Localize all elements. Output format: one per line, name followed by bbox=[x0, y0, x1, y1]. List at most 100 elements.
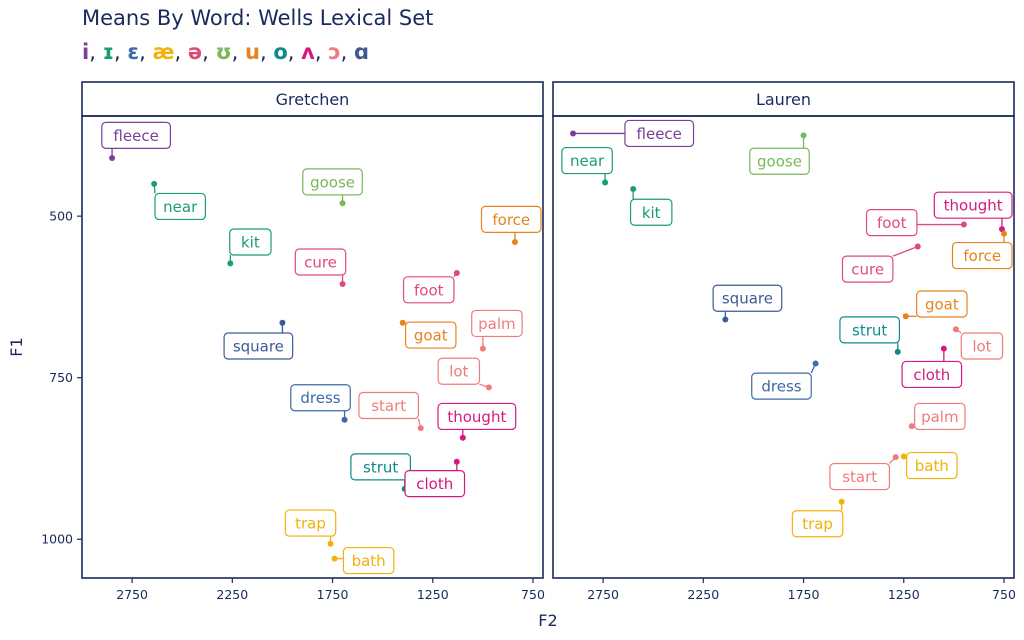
data-point bbox=[800, 132, 807, 139]
vowel-legend-separator: , bbox=[114, 40, 128, 64]
data-label: fleece bbox=[637, 125, 682, 143]
data-label: thought bbox=[447, 408, 506, 426]
data-point bbox=[1000, 230, 1007, 237]
chart-title: Means By Word: Wells Lexical Set bbox=[82, 6, 434, 30]
data-label-box bbox=[402, 276, 455, 304]
data-point bbox=[417, 425, 424, 432]
data-point bbox=[960, 221, 967, 228]
data-label-box bbox=[223, 332, 294, 360]
vowel-legend-separator: , bbox=[314, 40, 329, 64]
data-point bbox=[722, 316, 729, 323]
data-label-box bbox=[749, 147, 810, 175]
data-point bbox=[479, 345, 486, 352]
data-point bbox=[998, 226, 1005, 233]
data-point bbox=[940, 345, 947, 352]
data-label-box bbox=[290, 384, 351, 412]
y-tick-label: 750 bbox=[49, 370, 73, 385]
data-point bbox=[952, 326, 959, 333]
vowel-legend-item: o bbox=[273, 40, 288, 64]
data-label: lot bbox=[449, 363, 468, 381]
vowel-legend-item: ɔ bbox=[328, 40, 341, 64]
data-point bbox=[399, 319, 406, 326]
data-label: force bbox=[963, 247, 1001, 265]
data-label-box bbox=[350, 453, 411, 481]
data-label-box bbox=[624, 119, 695, 148]
y-tick-label: 500 bbox=[49, 209, 73, 224]
data-point bbox=[602, 179, 609, 186]
panel-border bbox=[81, 115, 544, 579]
data-label-box bbox=[712, 284, 783, 312]
data-label-box bbox=[471, 309, 523, 338]
data-label-box bbox=[437, 402, 517, 431]
data-label-box bbox=[933, 191, 1013, 219]
vowel-legend-separator: , bbox=[287, 40, 302, 64]
x-axis-title: F2 bbox=[538, 611, 557, 630]
data-point bbox=[109, 155, 116, 161]
data-label: cure bbox=[304, 254, 337, 272]
data-point bbox=[902, 313, 909, 320]
data-point bbox=[227, 260, 234, 267]
panel-border bbox=[552, 115, 1015, 579]
vowel-legend-separator: , bbox=[340, 40, 355, 64]
data-label-box bbox=[906, 451, 958, 480]
x-tick-label: 1750 bbox=[317, 587, 349, 602]
x-tick-label: 750 bbox=[521, 587, 545, 602]
vowel-legend: i, ɪ, ɛ, æ, ə, ʊ, u, o, ʌ, ɔ, ɑ bbox=[82, 40, 369, 64]
data-label: bath bbox=[915, 457, 949, 475]
data-point bbox=[914, 243, 921, 250]
x-tick-label: 2250 bbox=[216, 587, 248, 602]
data-point bbox=[812, 360, 819, 367]
data-label-box bbox=[101, 121, 172, 149]
data-label: cure bbox=[851, 261, 884, 279]
panel-points: fleece near goose kit force cure foot square goa… bbox=[101, 121, 542, 575]
vowel-legend-item: æ bbox=[152, 40, 175, 64]
data-label-box bbox=[914, 402, 966, 431]
data-label-box bbox=[865, 209, 918, 237]
data-label: start bbox=[842, 468, 877, 486]
data-point bbox=[453, 458, 460, 465]
data-label: palm bbox=[921, 408, 959, 426]
data-label: dress bbox=[761, 378, 801, 396]
data-point bbox=[339, 281, 346, 287]
data-label: goat bbox=[414, 327, 448, 345]
data-label-box bbox=[154, 192, 207, 221]
data-label: start bbox=[371, 397, 406, 415]
data-label-box bbox=[302, 168, 363, 196]
data-label-box bbox=[480, 205, 542, 233]
vowel-legend-item: ə bbox=[187, 40, 203, 64]
data-point bbox=[327, 540, 334, 547]
data-label-box bbox=[916, 290, 968, 318]
data-label: cloth bbox=[416, 475, 453, 493]
data-label: goat bbox=[925, 296, 959, 314]
data-label: lot bbox=[972, 338, 991, 356]
data-label-box bbox=[437, 357, 481, 385]
data-label: strut bbox=[363, 458, 398, 476]
data-point bbox=[453, 270, 460, 277]
data-point bbox=[151, 180, 158, 187]
data-label: force bbox=[492, 211, 530, 229]
vowel-legend-separator: , bbox=[259, 40, 274, 64]
data-label-box bbox=[751, 372, 812, 400]
data-point bbox=[331, 555, 338, 562]
data-point bbox=[570, 130, 577, 137]
vowel-legend-item: ɑ bbox=[354, 40, 370, 64]
data-label: goose bbox=[310, 173, 355, 191]
x-tick-label: 1250 bbox=[888, 587, 920, 602]
x-tick-label: 1750 bbox=[788, 587, 820, 602]
data-point bbox=[279, 319, 286, 326]
data-label: trap bbox=[802, 515, 833, 533]
data-label-box bbox=[951, 241, 1013, 270]
vowel-legend-separator: , bbox=[139, 40, 153, 64]
data-point bbox=[485, 384, 492, 391]
data-label-box bbox=[839, 316, 901, 344]
data-label: foot bbox=[414, 281, 444, 299]
data-label: goose bbox=[757, 153, 802, 171]
data-point bbox=[900, 453, 907, 460]
y-tick-label: 1000 bbox=[41, 532, 73, 547]
data-label-box bbox=[629, 198, 673, 226]
facet-strip bbox=[552, 81, 1015, 117]
panel-points: fleece goose near kit thought force foot cure sq… bbox=[561, 119, 1013, 538]
data-label-box bbox=[841, 255, 894, 283]
y-axis-title: F1 bbox=[7, 337, 26, 356]
